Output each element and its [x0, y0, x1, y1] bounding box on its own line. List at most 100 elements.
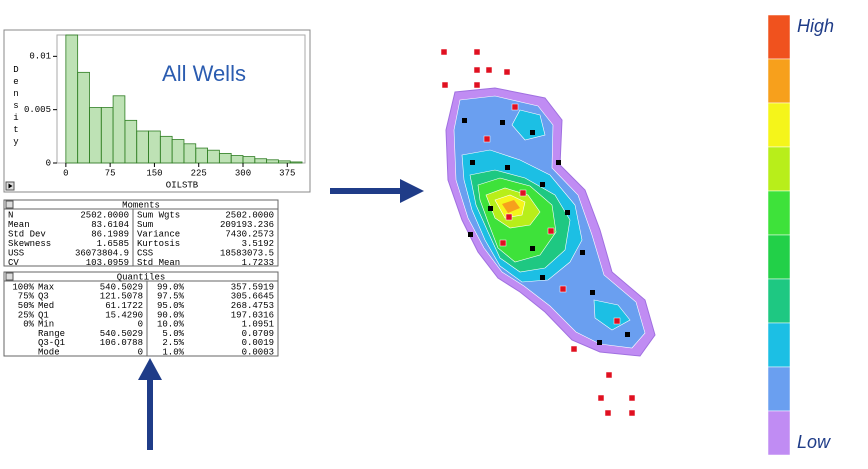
well-marker [547, 227, 555, 235]
stat-value: 18583073.5 [220, 248, 274, 258]
well-marker [519, 189, 527, 197]
stat-value: 1.6585 [97, 239, 129, 249]
well-marker [556, 160, 561, 165]
legend-swatch [767, 146, 791, 192]
quantile-value: 106.0788 [100, 338, 143, 348]
quantile-value: 0 [138, 347, 143, 357]
histogram-bar [136, 130, 149, 164]
well-marker [597, 394, 605, 402]
quantile-value2: 1.0951 [242, 320, 274, 330]
well-marker [500, 120, 505, 125]
legend-swatch [767, 58, 791, 104]
x-tick-label: 300 [235, 168, 251, 178]
quantile-value: 0 [138, 320, 143, 330]
stat-value: 209193.236 [220, 220, 274, 230]
stat-label: Sum Wgts [137, 210, 180, 220]
quantile-label: Q1 [38, 310, 49, 320]
legend-swatch [767, 190, 791, 236]
x-tick-label: 225 [191, 168, 207, 178]
histogram-bar [65, 34, 79, 164]
histogram-bar [89, 107, 102, 164]
stat-label: Variance [137, 229, 180, 239]
moments-table [3, 199, 279, 267]
well-marker [440, 48, 448, 56]
expand-button[interactable] [5, 272, 14, 281]
legend-high: High [797, 16, 834, 36]
quantile-value: 15.4290 [105, 310, 143, 320]
plot-area [56, 34, 306, 164]
well-marker [559, 285, 567, 293]
histogram-bar [289, 161, 303, 164]
quantile-pct2: 5.0% [162, 329, 184, 339]
contour-band [511, 109, 546, 141]
well-marker [488, 206, 493, 211]
legend-swatch [767, 366, 791, 412]
stat-label: Mean [8, 220, 30, 230]
well-marker [580, 250, 585, 255]
quantile-value2: 357.5919 [231, 282, 274, 292]
quantile-value: 540.5029 [100, 282, 143, 292]
well-marker [473, 48, 481, 56]
well-marker [540, 182, 545, 187]
quantile-pct2: 1.0% [162, 347, 184, 357]
histogram-bar [230, 155, 244, 164]
well-marker [468, 232, 473, 237]
well-marker [625, 332, 630, 337]
quantiles-rows: 100% Max 540.5029 99.0% 357.5919 75% Q3 121.507… [12, 282, 274, 357]
histogram-bar [278, 160, 291, 164]
well-marker [470, 160, 475, 165]
well-marker [505, 165, 510, 170]
table-title: Moments [122, 200, 160, 210]
quantile-pct: 0% [23, 320, 34, 330]
stat-value: 86.1989 [91, 229, 129, 239]
stat-label: CSS [137, 248, 153, 258]
x-tick-label: 75 [105, 168, 116, 178]
histogram-bar [112, 95, 126, 164]
stat-label: USS [8, 248, 24, 258]
contour-band [593, 299, 631, 331]
x-tick-label: 150 [146, 168, 162, 178]
histogram-bar [159, 135, 173, 164]
stat-value: 3.5192 [242, 239, 274, 249]
legend-swatch [767, 410, 791, 456]
x-axis-label: OILSTB [166, 180, 199, 190]
x-tick-label: 0 [63, 168, 68, 178]
histogram-bar [207, 149, 220, 164]
contour-band [502, 200, 520, 213]
well-marker [565, 210, 570, 215]
stat-label: CV [8, 258, 19, 268]
quantile-label: Q3 [38, 292, 49, 302]
quantile-pct2: 99.0% [157, 282, 185, 292]
expand-button[interactable] [5, 200, 14, 209]
histogram-bar [218, 152, 232, 164]
quantile-pct2: 2.5% [162, 338, 184, 348]
quantile-pct: 100% [12, 282, 34, 292]
quantile-value2: 0.0709 [242, 329, 274, 339]
histogram-bar [171, 139, 185, 164]
quantile-pct2: 97.5% [157, 292, 185, 302]
well-marker [503, 68, 511, 76]
well-marker [530, 130, 535, 135]
histogram-bar [124, 119, 138, 164]
arrow-head [400, 179, 424, 203]
quantile-value: 540.5029 [100, 329, 143, 339]
legend-swatch [767, 14, 791, 60]
well-marker [499, 239, 507, 247]
y-tick-label: 0.005 [24, 105, 51, 115]
well-marker [628, 409, 636, 417]
histogram-bar [77, 71, 90, 164]
stat-label: Skewness [8, 239, 51, 249]
quantile-label: Min [38, 320, 54, 330]
well-marker [604, 409, 612, 417]
stat-label: Sum [137, 220, 153, 230]
quantile-label: Q3-Q1 [38, 338, 65, 348]
quantile-value2: 305.6645 [231, 292, 274, 302]
histogram-bar [254, 158, 268, 164]
well-marker [530, 246, 535, 251]
legend-swatch [767, 322, 791, 368]
well-marker [613, 317, 621, 325]
